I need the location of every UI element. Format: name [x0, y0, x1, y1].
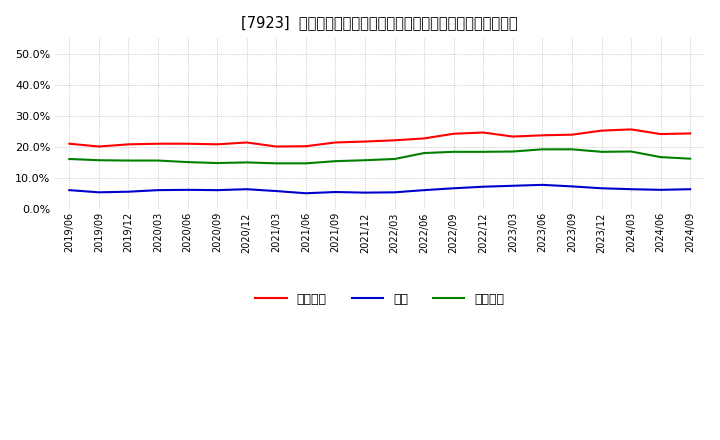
在庫 [686, 187, 695, 192]
売上債権 [94, 144, 103, 149]
売上債権 [597, 128, 606, 133]
在庫 [272, 188, 281, 194]
売上債権 [331, 140, 340, 145]
Line: 売上債権: 売上債権 [69, 129, 690, 147]
在庫 [390, 190, 399, 195]
買入債務 [184, 159, 192, 165]
買入債務 [686, 156, 695, 161]
売上債権 [657, 132, 665, 137]
在庫 [65, 187, 73, 193]
売上債権 [479, 130, 487, 135]
買入債務 [302, 161, 310, 166]
在庫 [213, 187, 222, 193]
売上債権 [124, 142, 132, 147]
買入債務 [331, 158, 340, 164]
売上債権 [567, 132, 576, 137]
売上債権 [449, 131, 458, 136]
買入債務 [243, 160, 251, 165]
在庫 [124, 189, 132, 194]
買入債務 [567, 147, 576, 152]
在庫 [94, 190, 103, 195]
買入債務 [449, 149, 458, 154]
売上債権 [65, 141, 73, 147]
買入債務 [361, 158, 369, 163]
在庫 [302, 191, 310, 196]
買入債務 [420, 150, 428, 156]
買入債務 [538, 147, 546, 152]
買入債務 [153, 158, 162, 163]
買入債務 [65, 156, 73, 161]
在庫 [243, 187, 251, 192]
売上債権 [420, 136, 428, 141]
在庫 [479, 184, 487, 189]
買入債務 [124, 158, 132, 163]
売上債権 [361, 139, 369, 144]
売上債権 [508, 134, 517, 139]
Line: 買入債務: 買入債務 [69, 149, 690, 163]
Legend: 売上債権, 在庫, 買入債務: 売上債権, 在庫, 買入債務 [251, 288, 509, 311]
買入債務 [213, 161, 222, 166]
売上債権 [272, 144, 281, 149]
在庫 [361, 190, 369, 195]
在庫 [597, 186, 606, 191]
売上債権 [302, 143, 310, 149]
在庫 [184, 187, 192, 192]
買入債務 [657, 154, 665, 160]
買入債務 [508, 149, 517, 154]
在庫 [508, 183, 517, 188]
買入債務 [272, 161, 281, 166]
在庫 [567, 184, 576, 189]
売上債権 [213, 142, 222, 147]
在庫 [449, 186, 458, 191]
買入債務 [627, 149, 636, 154]
Title: [7923]  売上債権、在庫、買入債務の総資産に対する比率の推移: [7923] 売上債権、在庫、買入債務の総資産に対する比率の推移 [241, 15, 518, 30]
在庫 [538, 182, 546, 187]
売上債権 [538, 133, 546, 138]
買入債務 [94, 158, 103, 163]
Line: 在庫: 在庫 [69, 185, 690, 193]
在庫 [153, 187, 162, 193]
売上債権 [390, 138, 399, 143]
在庫 [420, 187, 428, 193]
売上債権 [153, 141, 162, 147]
在庫 [331, 189, 340, 194]
売上債権 [243, 140, 251, 145]
買入債務 [597, 149, 606, 154]
在庫 [627, 187, 636, 192]
売上債権 [184, 141, 192, 147]
在庫 [657, 187, 665, 192]
売上債権 [627, 127, 636, 132]
売上債権 [686, 131, 695, 136]
買入債務 [479, 149, 487, 154]
買入債務 [390, 156, 399, 161]
